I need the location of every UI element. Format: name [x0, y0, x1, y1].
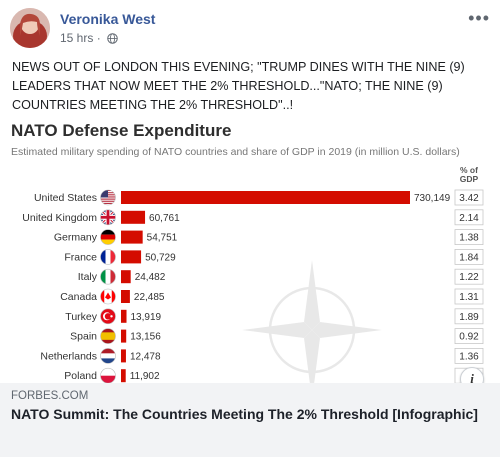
gdp-share-label: 1.38 — [459, 233, 479, 244]
bar — [121, 329, 127, 343]
category-label: Italy — [78, 271, 98, 283]
chart-title: NATO Defense Expenditure — [11, 121, 232, 140]
gdp-share-label: 1.31 — [459, 292, 479, 303]
globe-icon — [107, 33, 118, 47]
bar — [121, 230, 143, 244]
chart-row: Turkey 13,919 1.89 — [65, 308, 484, 325]
value-label: 24,482 — [135, 272, 166, 283]
gdp-share-label: 1.22 — [459, 272, 479, 283]
chart-row: Germany 54,751 1.38 — [54, 229, 484, 245]
france-flag-icon — [100, 249, 116, 265]
value-label: 54,751 — [147, 233, 178, 244]
info-button[interactable]: i — [460, 367, 484, 383]
category-label: Germany — [54, 232, 98, 244]
category-label: Netherlands — [40, 350, 97, 362]
gdp-share-label: 1.36 — [459, 351, 479, 362]
turkey-flag-icon — [100, 308, 116, 325]
value-label: 12,478 — [130, 351, 161, 362]
gdp-box — [454, 288, 484, 305]
gdp-share-label: 3.42 — [459, 193, 479, 204]
chart-row: Italy 24,482 1.22 — [78, 268, 484, 285]
italy-flag-icon — [100, 268, 116, 285]
gdp-box — [454, 209, 484, 226]
post-text: NEWS OUT OF LONDON THIS EVENING; "TRUMP … — [12, 60, 465, 112]
bar — [121, 210, 146, 224]
value-label: 60,761 — [149, 213, 180, 224]
gdp-box — [454, 328, 484, 345]
category-label: United States — [34, 192, 97, 204]
category-label: Turkey — [65, 311, 97, 323]
post-header: Veronika West 15 hrs · ••• — [10, 8, 490, 48]
value-label: 11,902 — [130, 371, 160, 382]
chart-row: United Kingdom 60,761 2.14 — [22, 209, 484, 226]
category-label: Poland — [64, 370, 97, 382]
link-preview-card[interactable]: NATO Defense Expenditure Estimated milit… — [0, 118, 500, 457]
gdp-box — [454, 189, 484, 206]
value-label: 22,485 — [134, 292, 165, 303]
gdp-share-label: 1.89 — [459, 312, 479, 323]
link-info[interactable]: FORBES.COM NATO Summit: The Countries Me… — [11, 390, 491, 424]
chart-row: Netherlands 12,478 1.36 — [40, 347, 484, 364]
bar — [121, 309, 127, 323]
gdp-column-header: % of GDP — [459, 165, 479, 184]
value-label: 13,156 — [130, 332, 161, 343]
value-label: 730,149 — [414, 193, 451, 204]
bar — [121, 369, 126, 383]
chart-row: Poland 11,902 — [64, 367, 484, 383]
chart-row: Canada 22,485 1.31 — [60, 288, 484, 305]
bar — [121, 290, 130, 303]
value-label: 13,919 — [131, 312, 162, 323]
netherlands-flag-icon — [100, 348, 116, 364]
post-meta: 15 hrs · — [60, 31, 118, 47]
gdp-box — [454, 347, 484, 364]
bar — [121, 349, 126, 363]
gdp-box — [454, 248, 484, 265]
gdp-share-label: 0.92 — [459, 332, 479, 343]
canada-flag-icon — [100, 288, 116, 305]
infographic-image[interactable]: NATO Defense Expenditure Estimated milit… — [0, 118, 500, 383]
us-flag-icon — [100, 189, 116, 206]
bar — [121, 191, 410, 204]
chart-row: France 50,729 1.84 — [64, 248, 484, 265]
gdp-share-label: 2.14 — [459, 213, 479, 224]
germany-flag-icon — [100, 229, 116, 245]
link-title[interactable]: NATO Summit: The Countries Meeting The 2… — [11, 406, 478, 422]
bar-chart: United States 730,149 3.42 United Kingdom 60… — [22, 189, 484, 383]
spain-flag-icon — [100, 328, 116, 344]
author-name[interactable]: Veronika West — [60, 11, 156, 27]
poland-flag-icon — [100, 367, 116, 383]
more-options-button[interactable]: ••• — [468, 8, 490, 28]
category-label: Spain — [70, 331, 97, 343]
value-label: 50,729 — [145, 252, 176, 263]
chart-row: United States 730,149 3.42 — [34, 189, 484, 206]
gdp-box — [454, 308, 484, 325]
post-time[interactable]: 15 hrs — [60, 31, 94, 45]
category-label: United Kingdom — [22, 212, 97, 224]
chart-row: Spain 13,156 0.92 — [70, 328, 484, 345]
chart-subtitle: Estimated military spending of NATO coun… — [11, 146, 460, 158]
category-label: France — [64, 251, 97, 263]
nato-watermark — [242, 260, 382, 383]
category-label: Canada — [60, 291, 97, 303]
bar — [121, 250, 142, 264]
gdp-box — [454, 268, 484, 285]
uk-flag-icon — [100, 209, 116, 226]
avatar[interactable] — [10, 8, 50, 48]
gdp-share-label: 1.84 — [459, 252, 479, 263]
bar — [121, 270, 131, 284]
link-domain: FORBES.COM — [11, 390, 89, 402]
gdp-box — [454, 229, 484, 245]
